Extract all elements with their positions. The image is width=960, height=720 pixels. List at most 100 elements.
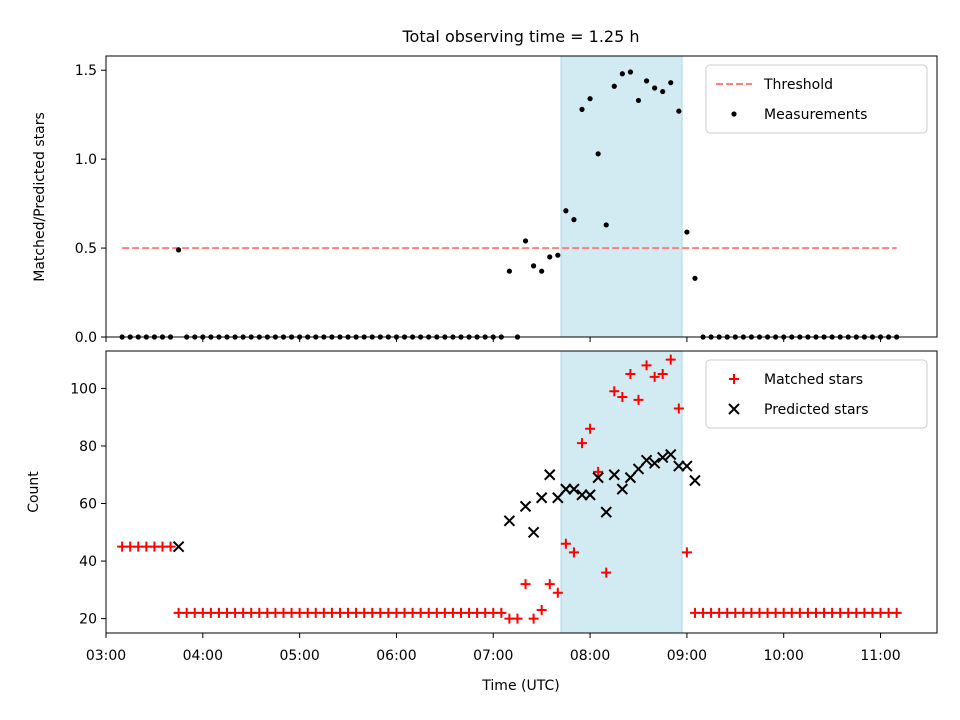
matched-stars-point [617, 392, 628, 403]
predicted-stars-point [503, 515, 516, 527]
measurement-point [506, 268, 512, 274]
measurement-point [652, 85, 658, 91]
predicted-stars-point [527, 526, 540, 538]
legend-box [705, 64, 928, 134]
bottom-panel: 20 40 60 80 100 03:00 04:00 05:00 06:00 07:00 08:… [26, 350, 938, 694]
predicted-stars-point [640, 454, 653, 467]
matched-stars-point [681, 547, 692, 558]
matched-stars-point [673, 403, 684, 414]
matched-stars-point [520, 579, 531, 590]
matched-stars-point [568, 547, 579, 558]
y-tick-label: 40 [79, 554, 97, 570]
predicted-stars-point [544, 469, 556, 481]
bottom-axes-frame [105, 350, 938, 634]
top-plot-area [119, 69, 900, 340]
legend-predicted-swatch [728, 403, 740, 415]
predicted-stars-point [600, 506, 612, 518]
y-tick-label: 80 [79, 439, 97, 455]
matched-stars-point [552, 587, 563, 598]
legend-label: Measurements [764, 107, 867, 123]
y-tick-label: 0.0 [75, 330, 97, 346]
matched-stars-point [577, 438, 588, 449]
figure-title: Total observing time = 1.25 h [401, 27, 639, 46]
measurement-point [522, 238, 529, 244]
y-tick-label: 20 [79, 612, 97, 628]
matched-stars-point [496, 607, 507, 618]
x-tick-label: 03:00 [86, 648, 126, 664]
matched-stars-point [601, 567, 612, 578]
predicted-stars-point [608, 469, 620, 481]
predicted-stars-point [665, 448, 677, 461]
matched-stars-point [641, 360, 652, 371]
y-tick-label: 60 [79, 497, 97, 513]
x-tick-label: 10:00 [764, 648, 804, 664]
measurement-point [635, 97, 642, 104]
measurement-point [587, 96, 593, 102]
measurement-point [547, 254, 553, 260]
top-shaded-span [560, 55, 683, 338]
predicted-stars-point [535, 492, 548, 504]
measurement-point [692, 275, 698, 281]
x-tick-label: 07:00 [473, 648, 513, 664]
matched-stars-point [528, 613, 539, 624]
predicted-stars-point [624, 471, 637, 484]
measurement-point [603, 222, 609, 228]
matched-stars-point [625, 369, 636, 380]
x-tick-label: 08:00 [570, 648, 610, 664]
matched-stars-point [512, 613, 523, 624]
top-legend: Threshold Measurements [705, 64, 928, 134]
measurement-point [627, 69, 634, 75]
legend-label: Threshold [763, 77, 833, 93]
bottom-legend: Matched stars Predicted stars [705, 359, 928, 429]
predicted-stars-point [689, 474, 701, 487]
measurement-point [539, 268, 545, 274]
matched-stars-point [560, 538, 571, 549]
y-tick-label: 1.5 [75, 63, 97, 79]
matched-stars-point [665, 354, 676, 365]
x-tick-label: 06:00 [376, 648, 416, 664]
top-y-axis-label: Matched/Predicted stars [32, 112, 48, 282]
measurement-point [595, 151, 601, 157]
matched-stars-point [536, 604, 547, 615]
top-y-ticks: 0.0 0.5 1.0 1.5 [75, 63, 106, 346]
measurement-point [176, 247, 182, 253]
predicted-stars-point [656, 451, 669, 464]
predicted-stars-point [172, 540, 185, 553]
measurement-point [555, 252, 561, 258]
x-axis-label: Time (UTC) [481, 678, 559, 694]
matched-stars-point [891, 607, 902, 618]
predicted-stars-point [648, 457, 661, 469]
legend-measurement-swatch [731, 111, 737, 117]
x-tick-label: 11:00 [860, 648, 900, 664]
legend-label: Predicted stars [764, 402, 869, 418]
y-tick-label: 0.5 [75, 241, 97, 257]
predicted-stars-point [584, 489, 596, 501]
matched-stars-point [649, 371, 660, 382]
measurement-point [611, 83, 617, 89]
bottom-plot-area [117, 354, 902, 624]
top-axes-frame [105, 55, 938, 338]
top-panel: 0.0 0.5 1.0 1.5 Matched/Predicted stars Thr… [32, 55, 938, 346]
measurement-point [643, 78, 650, 84]
predicted-stars-point [519, 500, 532, 513]
matched-stars-point [585, 423, 596, 434]
measurement-point [619, 71, 625, 77]
matched-stars-point [609, 386, 620, 397]
y-tick-label: 100 [70, 381, 97, 397]
measurement-point [684, 229, 690, 235]
measurement-point [660, 88, 666, 95]
measurement-point [676, 108, 682, 114]
x-tick-label: 05:00 [279, 648, 319, 664]
predicted-stars-point [632, 463, 645, 475]
predicted-stars-point [568, 483, 580, 495]
legend-label: Matched stars [764, 372, 863, 388]
bottom-x-ticks: 03:00 04:00 05:00 06:00 07:00 08:00 09:00 10:00… [86, 633, 901, 664]
measurement-point [579, 106, 585, 112]
x-tick-label: 09:00 [667, 648, 707, 664]
legend-box [705, 359, 928, 429]
matched-stars-point [593, 466, 604, 477]
measurement-point [571, 217, 577, 223]
matched-stars-point [633, 394, 644, 405]
predicted-stars-point [616, 483, 629, 495]
bottom-y-axis-label: Count [26, 471, 42, 513]
